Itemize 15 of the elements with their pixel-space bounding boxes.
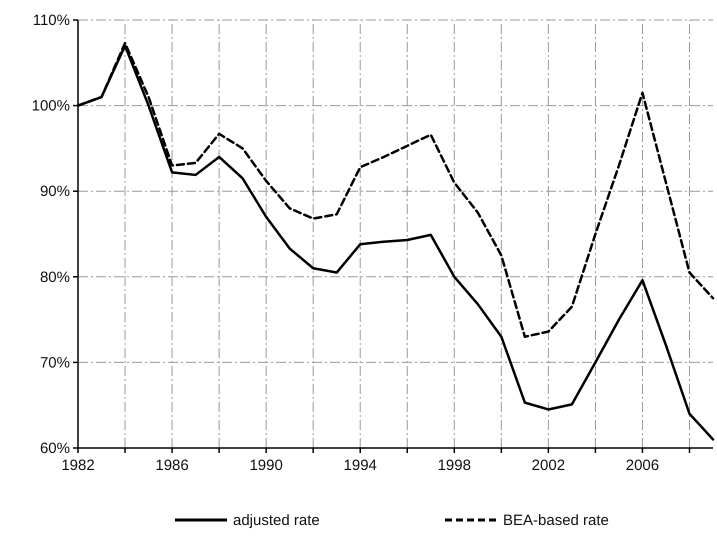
legend-label: adjusted rate: [233, 512, 320, 529]
y-tick-label: 90%: [40, 183, 70, 200]
x-tick-label: 1998: [438, 457, 471, 474]
x-tick-label: 2006: [626, 457, 660, 474]
x-tick-label: 1982: [61, 457, 95, 474]
y-tick-label: 80%: [40, 268, 70, 286]
x-tick-label: 1994: [344, 457, 377, 474]
y-tick-label: 110%: [32, 12, 70, 29]
y-tick-label: 100%: [32, 98, 70, 115]
x-tick-label: 1986: [155, 457, 189, 474]
y-tick-label: 60%: [40, 440, 70, 457]
x-tick-label: 1990: [249, 457, 283, 474]
x-tick-label: 2002: [532, 457, 566, 474]
y-tick-label: 70%: [40, 354, 70, 372]
legend-label: BEA-based rate: [503, 512, 609, 529]
